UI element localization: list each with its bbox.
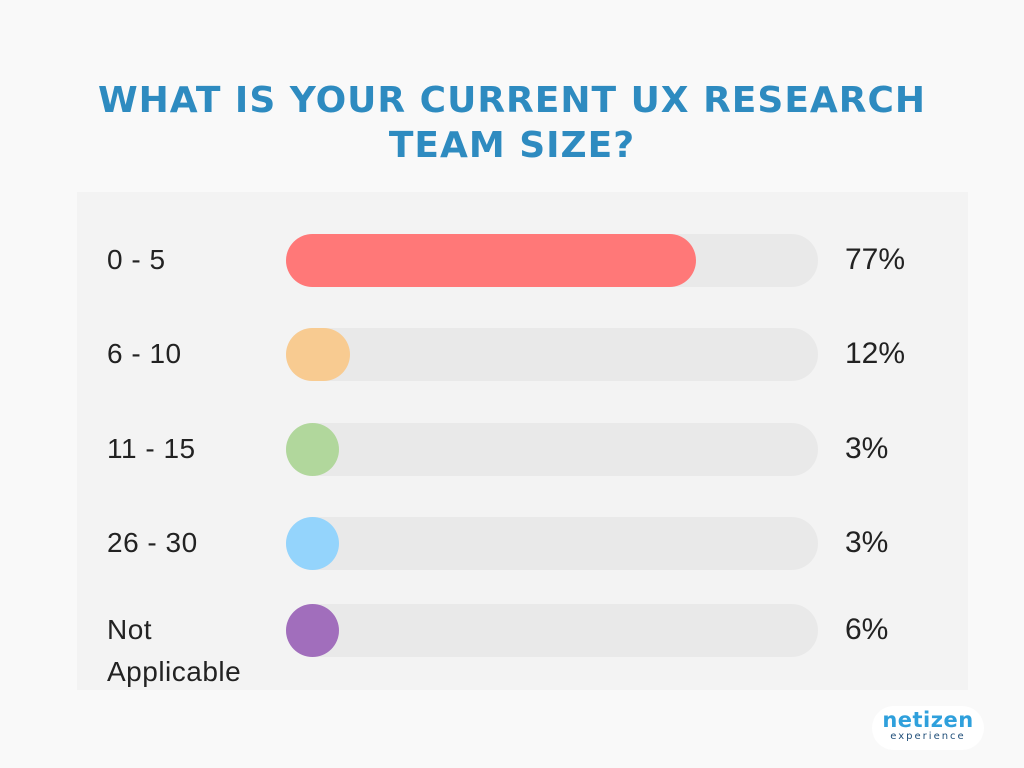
category-label: 0 - 5: [107, 244, 166, 275]
value-label: 12%: [845, 337, 906, 370]
bar-track: [286, 234, 818, 287]
bar-track: [286, 328, 818, 381]
category-label: Not Applicable: [107, 614, 242, 687]
bar: [286, 423, 339, 476]
bar-track: [286, 604, 818, 657]
value-label: 6%: [845, 613, 889, 646]
netizen-experience-logo: netizen experience: [872, 706, 984, 750]
logo-tagline: experience: [890, 731, 966, 742]
bar-track: [286, 423, 818, 476]
bar-row: 26 - 30 3%: [77, 517, 968, 577]
category-label: 6 - 10: [107, 338, 182, 369]
category-label: 26 - 30: [107, 527, 198, 558]
chart-title-line-1: WHAT IS YOUR CURRENT UX RESEARCH: [97, 80, 927, 121]
value-label: 3%: [845, 432, 889, 465]
bar-track: [286, 517, 818, 570]
bar: [286, 234, 696, 287]
bar: [286, 517, 339, 570]
chart-title: WHAT IS YOUR CURRENT UX RESEARCH TEAM SI…: [0, 78, 1024, 168]
value-label: 3%: [845, 526, 889, 559]
bar: [286, 328, 350, 381]
category-label: 11 - 15: [107, 433, 196, 464]
bar-row: 6 - 10 12%: [77, 328, 968, 388]
bar-row: 11 - 15 3%: [77, 423, 968, 483]
bar: [286, 604, 339, 657]
bar-row: Not Applicable 6%: [77, 604, 968, 694]
logo-wordmark: netizen: [882, 708, 974, 732]
value-label: 77%: [845, 243, 906, 276]
bar-row: 0 - 5 77%: [77, 234, 968, 294]
chart-title-line-2: TEAM SIZE?: [388, 125, 636, 166]
chart-panel: 0 - 5 77% 6 - 10 12% 11 - 15 3% 26 - 30: [77, 192, 968, 690]
